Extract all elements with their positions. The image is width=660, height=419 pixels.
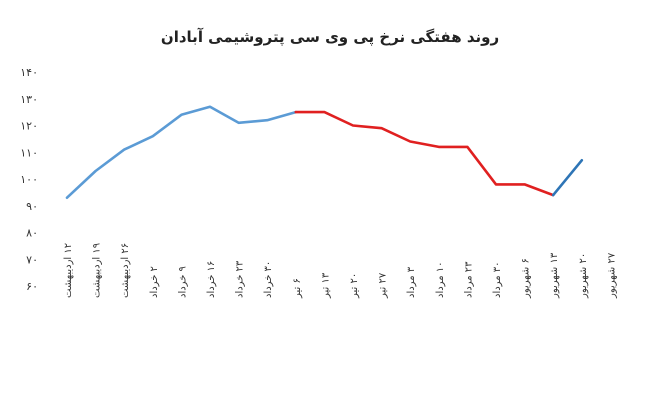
y-tick-label: ۱۴۰ — [20, 66, 38, 79]
x-tick-label: ۳ مرداد — [406, 266, 417, 298]
y-tick-label: ۸۰ — [26, 227, 38, 240]
x-tick-label: ۲۳ مرداد — [463, 261, 474, 298]
series-line-segment-1 — [65, 105, 298, 199]
y-tick-label: ۱۰۰ — [20, 173, 38, 186]
x-tick-label: ۲۳ خرداد — [235, 260, 246, 298]
series-line-segment-2 — [294, 110, 555, 197]
x-tick-label: ۱۳ شهریور — [549, 252, 560, 299]
x-tick-label: ۱۳ تیر — [320, 272, 331, 299]
x-tick-label: ۶ شهریور — [521, 258, 532, 299]
y-tick-label: ۱۳۰ — [20, 93, 38, 106]
x-tick-label: ۱۰ مرداد — [435, 262, 446, 299]
x-tick-label: ۶ تیر — [292, 278, 303, 299]
x-tick-label: ۳۰ مرداد — [492, 262, 503, 299]
x-tick-label: ۱۲ اردیبهشت — [63, 243, 74, 298]
x-tick-label: ۹ خرداد — [177, 266, 188, 298]
x-axis-ticks: ۱۲ اردیبهشت ۱۹ اردیبهشت ۲۶ اردیبهشت ۲ خرداد… — [63, 243, 617, 299]
x-tick-label: ۲۶ اردیبهشت — [120, 243, 131, 298]
x-tick-label: ۲۷ تیر — [378, 272, 389, 299]
chart-title: روند هفتگی نرخ پی وی سی پتروشیمی آبادان — [160, 28, 500, 46]
x-tick-label: ۲۷ شهریور — [606, 252, 617, 299]
y-tick-label: ۷۰ — [26, 253, 38, 266]
x-tick-label: ۱۶ خرداد — [206, 261, 217, 298]
x-tick-label: ۳۰ خرداد — [263, 261, 274, 298]
y-tick-label: ۹۰ — [26, 200, 38, 213]
series-line-segment-3 — [551, 159, 584, 197]
y-axis-ticks: ۶۰ ۷۰ ۸۰ ۹۰ ۱۰۰ ۱۱۰ ۱۲۰ ۱۳۰ ۱۴۰ — [20, 66, 38, 293]
y-tick-label: ۶۰ — [26, 280, 38, 293]
x-tick-label: ۲۰ شهریور — [578, 253, 589, 299]
x-tick-label: ۲۰ تیر — [349, 273, 360, 299]
x-tick-label: ۲ خرداد — [149, 266, 160, 298]
series-lines — [65, 105, 584, 199]
x-tick-label: ۱۹ اردیبهشت — [92, 243, 103, 298]
y-tick-label: ۱۱۰ — [20, 146, 38, 159]
y-tick-label: ۱۲۰ — [20, 120, 38, 133]
